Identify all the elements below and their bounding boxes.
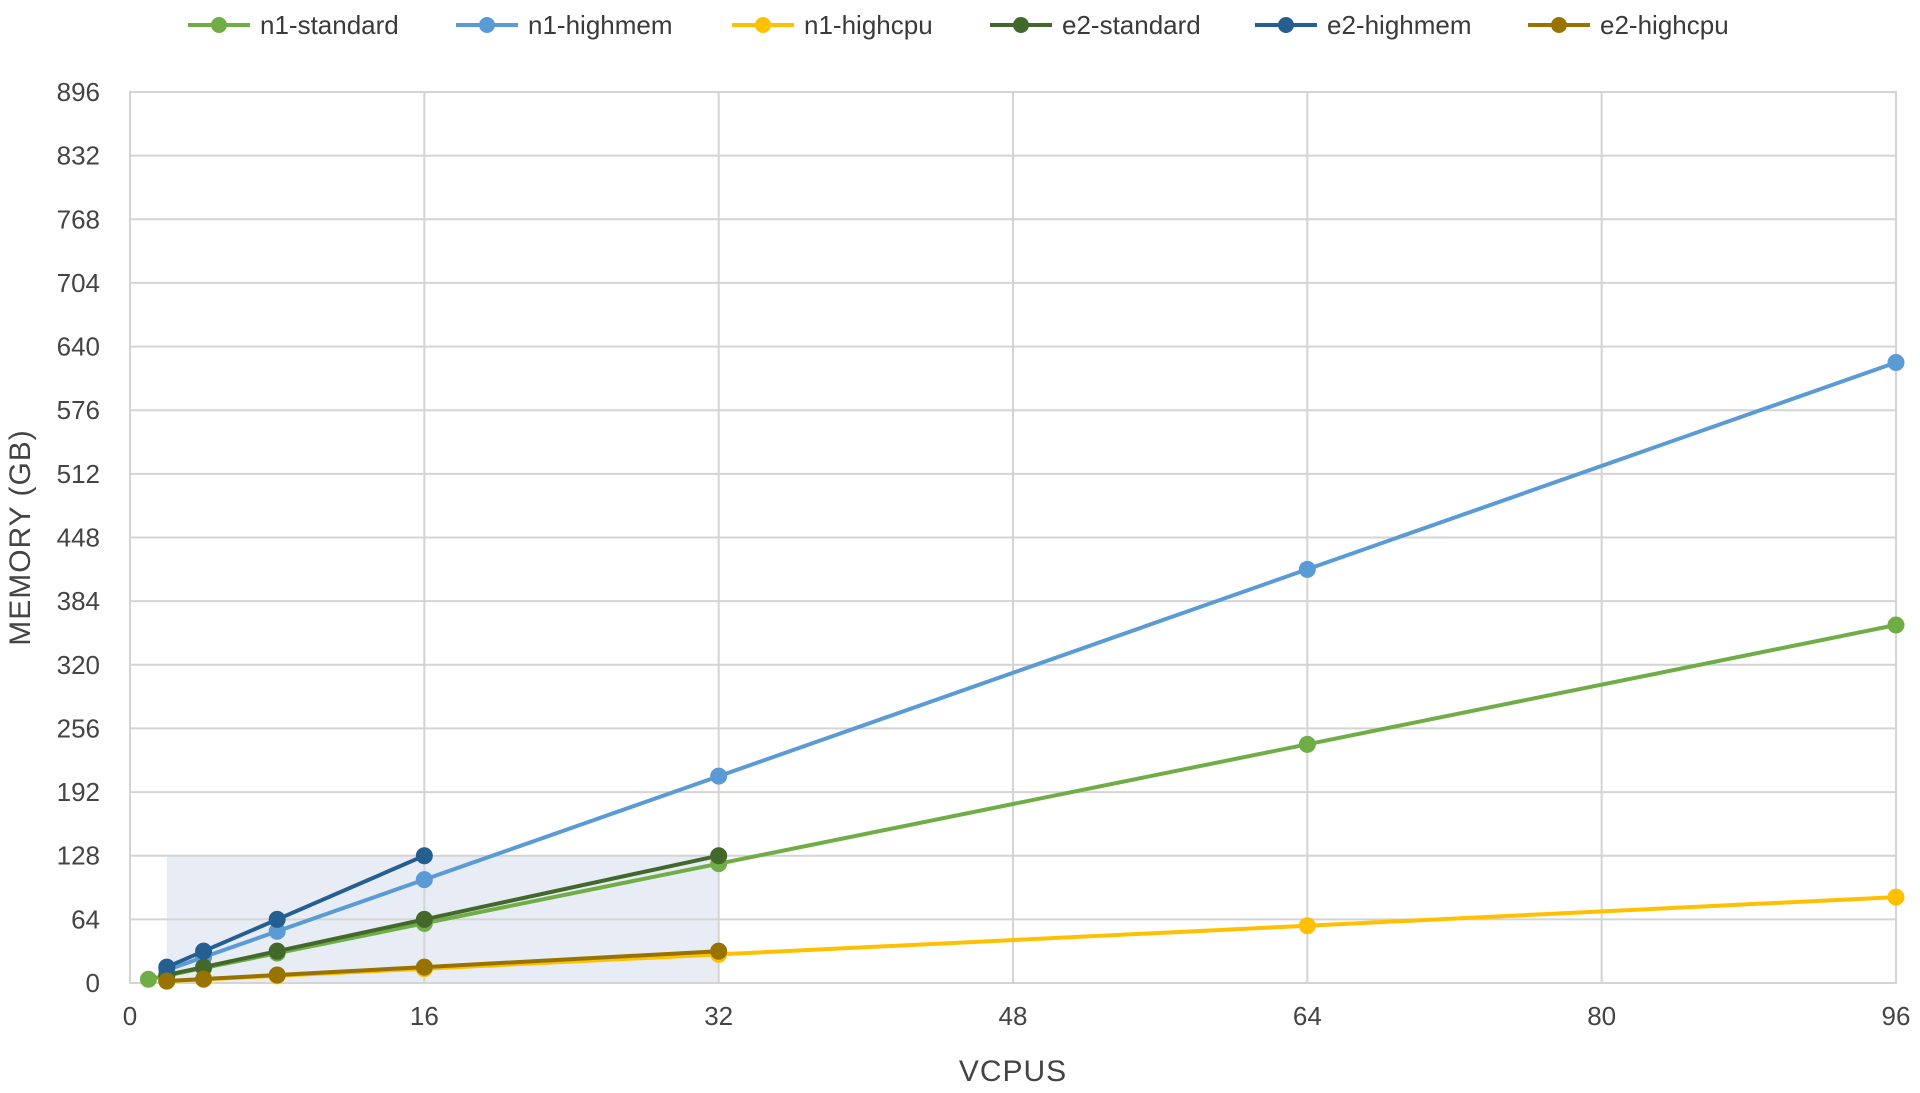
y-tick-label: 64 bbox=[71, 904, 100, 934]
legend-marker bbox=[479, 17, 495, 33]
series-line bbox=[164, 853, 427, 970]
legend-label: e2-standard bbox=[1062, 10, 1201, 40]
legend-marker bbox=[1551, 17, 1567, 33]
data-point bbox=[415, 910, 433, 928]
data-point bbox=[268, 910, 286, 928]
y-tick-label: 832 bbox=[57, 141, 100, 171]
x-tick-label: 80 bbox=[1587, 1001, 1616, 1031]
y-tick-label: 192 bbox=[57, 777, 100, 807]
data-point bbox=[415, 871, 433, 889]
y-tick-label: 256 bbox=[57, 713, 100, 743]
x-tick-label: 16 bbox=[410, 1001, 439, 1031]
grid bbox=[129, 91, 1897, 984]
plot-area-border bbox=[129, 91, 1897, 984]
legend-label: n1-highcpu bbox=[804, 10, 933, 40]
legend-item-e2-highmem: e2-highmem bbox=[1255, 10, 1472, 40]
x-tick-label: 48 bbox=[999, 1001, 1028, 1031]
x-tick-label: 32 bbox=[704, 1001, 733, 1031]
data-point bbox=[1298, 735, 1316, 753]
series-e2-highcpu bbox=[158, 942, 728, 990]
legend-marker bbox=[1013, 17, 1029, 33]
y-tick-label: 640 bbox=[57, 332, 100, 362]
data-point bbox=[415, 958, 433, 976]
data-point bbox=[139, 970, 157, 988]
legend-item-n1-highcpu: n1-highcpu bbox=[732, 10, 933, 40]
legend-item-n1-standard: n1-standard bbox=[188, 10, 399, 40]
data-point bbox=[268, 966, 286, 984]
legend-item-e2-highcpu: e2-highcpu bbox=[1528, 10, 1729, 40]
y-tick-label: 320 bbox=[57, 650, 100, 680]
legend-item-e2-standard: e2-standard bbox=[990, 10, 1201, 40]
x-tick-label: 96 bbox=[1882, 1001, 1911, 1031]
data-point bbox=[710, 942, 728, 960]
data-point bbox=[415, 847, 433, 865]
legend-item-n1-highmem: n1-highmem bbox=[456, 10, 673, 40]
data-point bbox=[1887, 616, 1905, 634]
series-line bbox=[146, 623, 1898, 982]
x-axis-title: VCPUS bbox=[959, 1055, 1067, 1088]
legend-label: e2-highcpu bbox=[1600, 10, 1729, 40]
legend-label: n1-highmem bbox=[528, 10, 673, 40]
data-point bbox=[158, 972, 176, 990]
data-point bbox=[1298, 560, 1316, 578]
legend-label: n1-standard bbox=[260, 10, 399, 40]
series-n1-highmem bbox=[158, 353, 1905, 979]
y-tick-label: 576 bbox=[57, 395, 100, 425]
data-point bbox=[1298, 917, 1316, 935]
data-point bbox=[1887, 353, 1905, 371]
series-e2-highmem bbox=[158, 847, 433, 976]
y-tick-label: 384 bbox=[57, 586, 100, 616]
y-tick-label: 704 bbox=[57, 268, 100, 298]
y-tick-label: 448 bbox=[57, 523, 100, 553]
y-tick-label: 896 bbox=[57, 77, 100, 107]
y-axis-title: MEMORY (GB) bbox=[4, 429, 37, 646]
data-point bbox=[1887, 888, 1905, 906]
x-axis-ticks: 0 16 32 48 64 80 96 bbox=[123, 1001, 1911, 1031]
legend-label: e2-highmem bbox=[1327, 10, 1472, 40]
legend-marker bbox=[755, 17, 771, 33]
data-point bbox=[710, 847, 728, 865]
series-group bbox=[139, 353, 1905, 990]
data-point bbox=[195, 942, 213, 960]
y-tick-label: 0 bbox=[86, 968, 100, 998]
data-point bbox=[195, 970, 213, 988]
legend-marker bbox=[211, 17, 227, 33]
data-point bbox=[710, 767, 728, 785]
legend-marker bbox=[1278, 17, 1294, 33]
y-tick-label: 768 bbox=[57, 204, 100, 234]
data-point bbox=[268, 942, 286, 960]
x-tick-label: 64 bbox=[1293, 1001, 1322, 1031]
x-tick-label: 0 bbox=[123, 1001, 137, 1031]
legend: n1-standard n1-highmem n1-highcpu e2-standa… bbox=[188, 10, 1729, 40]
y-tick-label: 128 bbox=[57, 841, 100, 871]
y-tick-label: 512 bbox=[57, 459, 100, 489]
y-axis-ticks: 0 64 128 192 256 320 384 448 512 576 640 704 768 832 8… bbox=[57, 77, 100, 998]
